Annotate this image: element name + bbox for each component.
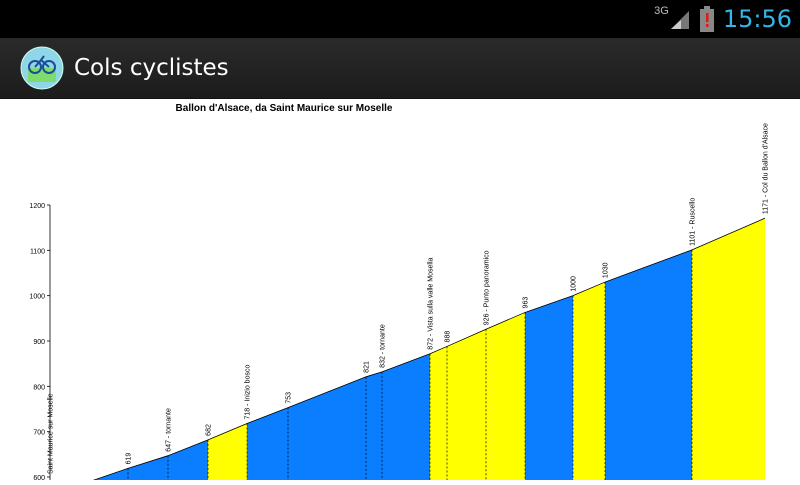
- y-tick-label: 1200: [29, 203, 45, 210]
- y-tick-label: 600: [33, 475, 45, 480]
- network-type-label: 3G: [654, 5, 669, 17]
- waypoint-label: 872 - Vista sulla valle Mosella: [428, 258, 435, 350]
- status-icons: 3G 15:56: [654, 0, 792, 38]
- profile-segment: [692, 218, 765, 480]
- profile-segment: [447, 329, 486, 480]
- profile-segment: [208, 423, 247, 480]
- app-title: Cols cyclistes: [74, 55, 229, 81]
- status-bar: 3G 15:56: [0, 0, 800, 38]
- waypoint-label: 1030: [603, 262, 610, 278]
- waypoint-label: 753: [286, 392, 293, 404]
- profile-segment: [605, 249, 692, 480]
- waypoint-label: 647 - tornante: [166, 408, 173, 452]
- y-tick-label: 700: [33, 430, 45, 437]
- profile-segment: [573, 282, 605, 480]
- clock: 15:56: [722, 5, 792, 33]
- profile-segment: [430, 346, 447, 480]
- elevation-profile-svg: Ballon d'Alsace, da Saint Maurice sur Mo…: [29, 103, 770, 485]
- profile-segment: [366, 371, 382, 480]
- elevation-chart: Ballon d'Alsace, da Saint Maurice sur Mo…: [0, 98, 800, 485]
- profile-line: [78, 217, 766, 485]
- waypoint-label: 821: [364, 361, 371, 373]
- action-bar: Cols cyclistes: [0, 38, 800, 99]
- waypoint-label: 926 - Punto panoramico: [484, 250, 491, 325]
- profile-segment: [128, 455, 168, 480]
- profile-segment: [168, 439, 208, 480]
- y-tick-label: 800: [33, 384, 45, 391]
- waypoint-label: 1171 - Col du Ballon d'Alsace: [763, 123, 770, 214]
- waypoint-label: 1101 - Ruscello: [690, 198, 697, 246]
- y-tick-label: 1000: [29, 294, 45, 301]
- battery-alert-icon: [699, 6, 714, 32]
- waypoint-label: 832 - tornante: [380, 324, 387, 368]
- y-tick-label: 1100: [30, 248, 45, 255]
- waypoint-label: Saint Maurice sur Moselle: [48, 393, 55, 474]
- profile-segment: [288, 376, 366, 480]
- cyclist-icon[interactable]: [20, 46, 64, 90]
- waypoint-label: 888: [445, 331, 452, 343]
- waypoint-label: 619: [126, 453, 133, 465]
- signal-icon: [670, 11, 689, 29]
- chart-title: Ballon d'Alsace, da Saint Maurice sur Mo…: [176, 103, 393, 114]
- profile-segment: [486, 312, 525, 480]
- waypoint-label: 718 - Inizio bosco: [245, 365, 252, 420]
- profile-segment: [50, 468, 128, 485]
- profile-segment: [247, 407, 288, 480]
- y-tick-label: 900: [33, 339, 45, 346]
- waypoint-label: 1000: [571, 276, 578, 292]
- profile-segment: [382, 353, 430, 480]
- waypoint-label: 682: [206, 424, 213, 436]
- waypoint-label: 963: [523, 297, 530, 309]
- profile-segment: [525, 295, 573, 480]
